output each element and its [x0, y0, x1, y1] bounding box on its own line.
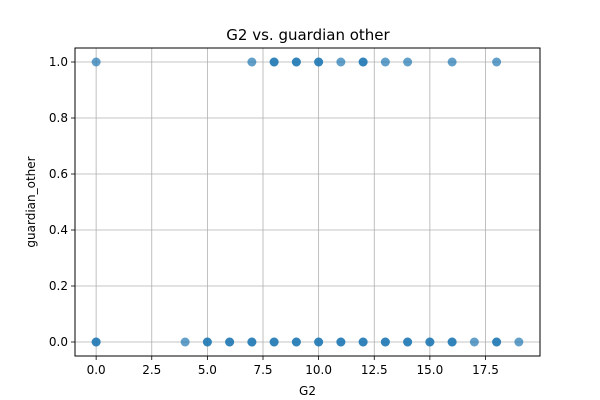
x-tick-label: 7.5: [253, 363, 272, 377]
data-point: [380, 57, 390, 67]
x-tick-label: 0.0: [87, 363, 106, 377]
data-point: [336, 57, 346, 67]
y-tick-label: 0.8: [49, 111, 68, 125]
data-point: [492, 57, 502, 67]
data-point: [447, 337, 457, 347]
data-point: [425, 337, 435, 347]
data-point: [269, 337, 279, 347]
x-tick-label: 5.0: [198, 363, 217, 377]
y-axis-ticks: 0.0 0.2 0.4 0.6 0.8 1.0: [49, 55, 75, 349]
data-point: [403, 337, 413, 347]
data-point: [91, 337, 101, 347]
data-point: [247, 57, 257, 67]
data-point: [247, 337, 257, 347]
chart-title: G2 vs. guardian other: [226, 26, 390, 44]
data-point: [514, 337, 524, 347]
x-axis-ticks: 0.0 2.5 5.0 7.5 10.0 12.5 15.0 17.5: [87, 356, 499, 377]
data-point: [469, 337, 479, 347]
x-tick-label: 17.5: [472, 363, 499, 377]
data-point: [358, 337, 368, 347]
data-point: [314, 57, 324, 67]
data-point: [358, 57, 368, 67]
data-point: [180, 337, 190, 347]
y-tick-label: 0.4: [49, 223, 68, 237]
data-point: [336, 337, 346, 347]
plot-frame: [74, 47, 541, 357]
data-point: [291, 57, 301, 67]
grid-lines: [75, 48, 540, 356]
x-tick-label: 2.5: [142, 363, 161, 377]
y-tick-label: 0.6: [49, 167, 68, 181]
data-points: [91, 57, 524, 347]
data-point: [291, 337, 301, 347]
data-point: [91, 57, 101, 67]
x-tick-label: 12.5: [361, 363, 388, 377]
data-point: [380, 337, 390, 347]
x-axis-label: G2: [299, 384, 316, 398]
data-point: [269, 57, 279, 67]
data-point: [447, 57, 457, 67]
y-axis-label: guardian_other: [24, 156, 38, 247]
data-point: [225, 337, 235, 347]
y-tick-label: 0.0: [49, 335, 68, 349]
data-point: [492, 337, 502, 347]
x-tick-label: 10.0: [305, 363, 332, 377]
data-point: [403, 57, 413, 67]
data-point: [314, 337, 324, 347]
data-point: [202, 337, 212, 347]
x-tick-label: 15.0: [417, 363, 444, 377]
y-tick-label: 0.2: [49, 279, 68, 293]
y-tick-label: 1.0: [49, 55, 68, 69]
